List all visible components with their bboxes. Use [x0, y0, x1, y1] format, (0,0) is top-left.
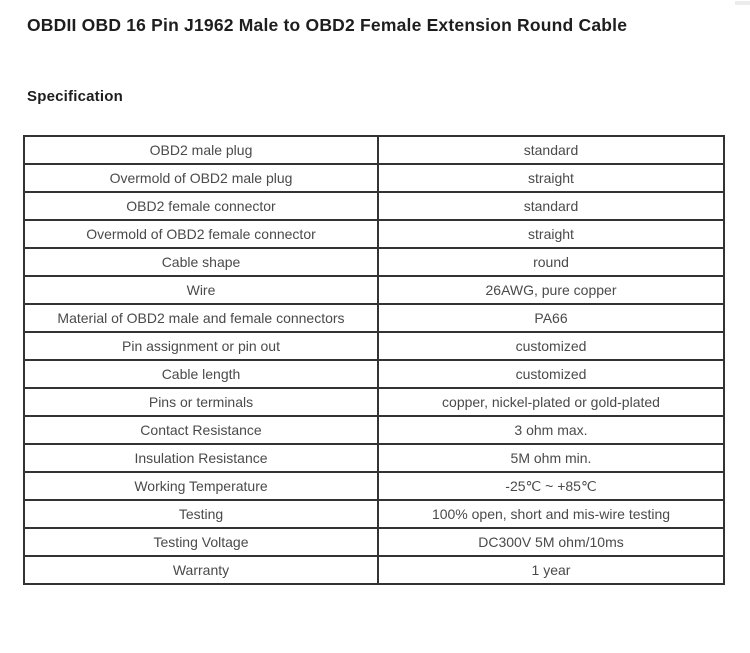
page-title: OBDII OBD 16 Pin J1962 Male to OBD2 Fema…: [27, 15, 628, 35]
spec-label-cell: Cable length: [23, 359, 379, 389]
spec-label-cell: Overmold of OBD2 male plug: [23, 163, 379, 193]
spec-value-cell: straight: [377, 219, 725, 249]
spec-value-cell: 26AWG, pure copper: [377, 275, 725, 305]
spec-value-cell: 3 ohm max.: [377, 415, 725, 445]
table-row: Warranty 1 year: [23, 555, 725, 585]
table-row: Cable length customized: [23, 359, 725, 389]
spec-label-cell: Warranty: [23, 555, 379, 585]
spec-label-cell: OBD2 male plug: [23, 135, 379, 165]
table-row: Cable shape round: [23, 247, 725, 277]
table-row: Overmold of OBD2 male plug straight: [23, 163, 725, 193]
spec-value-cell: DC300V 5M ohm/10ms: [377, 527, 725, 557]
spec-value-cell: -25℃ ~ +85℃: [377, 471, 725, 501]
spec-label-cell: Testing: [23, 499, 379, 529]
spec-label-cell: Pins or terminals: [23, 387, 379, 417]
table-row: Pins or terminals copper, nickel-plated o…: [23, 387, 725, 417]
spec-value-cell: 100% open, short and mis-wire testing: [377, 499, 725, 529]
spec-label-cell: Wire: [23, 275, 379, 305]
table-row: Contact Resistance 3 ohm max.: [23, 415, 725, 445]
spec-value-cell: customized: [377, 331, 725, 361]
spec-label-cell: Insulation Resistance: [23, 443, 379, 473]
spec-value-cell: customized: [377, 359, 725, 389]
table-row: Testing Voltage DC300V 5M ohm/10ms: [23, 527, 725, 557]
spec-label-cell: Contact Resistance: [23, 415, 379, 445]
spec-label-cell: OBD2 female connector: [23, 191, 379, 221]
spec-label-cell: Cable shape: [23, 247, 379, 277]
table-row: Material of OBD2 male and female connect…: [23, 303, 725, 333]
spec-label-cell: Pin assignment or pin out: [23, 331, 379, 361]
spec-value-cell: 5M ohm min.: [377, 443, 725, 473]
spec-value-cell: PA66: [377, 303, 725, 333]
table-row: OBD2 male plug standard: [23, 135, 725, 165]
spec-label-cell: Testing Voltage: [23, 527, 379, 557]
table-row: Insulation Resistance 5M ohm min.: [23, 443, 725, 473]
table-row: Wire 26AWG, pure copper: [23, 275, 725, 305]
table-row: Pin assignment or pin out customized: [23, 331, 725, 361]
spec-label-cell: Working Temperature: [23, 471, 379, 501]
specification-table: OBD2 male plug standard Overmold of OBD2 m…: [23, 135, 725, 585]
spec-value-cell: round: [377, 247, 725, 277]
specification-heading: Specification: [27, 88, 123, 105]
scrollbar-fragment: [735, 1, 750, 5]
table-row: Working Temperature -25℃ ~ +85℃: [23, 471, 725, 501]
spec-value-cell: standard: [377, 191, 725, 221]
spec-label-cell: Overmold of OBD2 female connector: [23, 219, 379, 249]
specification-table-body: OBD2 male plug standard Overmold of OBD2 m…: [23, 135, 725, 585]
table-row: Overmold of OBD2 female connector straigh…: [23, 219, 725, 249]
spec-value-cell: standard: [377, 135, 725, 165]
spec-value-cell: copper, nickel-plated or gold-plated: [377, 387, 725, 417]
table-row: OBD2 female connector standard: [23, 191, 725, 221]
spec-value-cell: 1 year: [377, 555, 725, 585]
spec-value-cell: straight: [377, 163, 725, 193]
spec-label-cell: Material of OBD2 male and female connect…: [23, 303, 379, 333]
table-row: Testing 100% open, short and mis-wire tes…: [23, 499, 725, 529]
